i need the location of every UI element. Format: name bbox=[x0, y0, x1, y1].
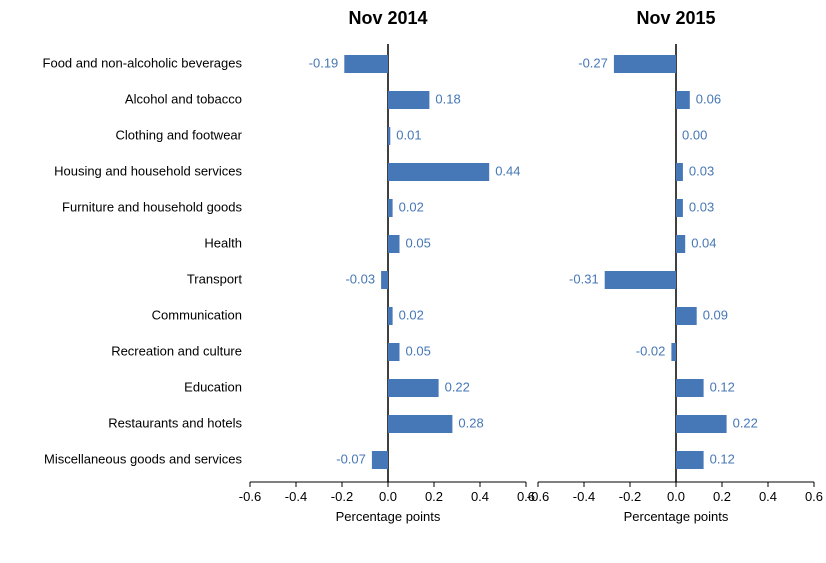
bar bbox=[676, 163, 683, 181]
category-label: Restaurants and hotels bbox=[108, 415, 242, 430]
category-label: Communication bbox=[152, 307, 242, 322]
bar bbox=[676, 91, 690, 109]
bar bbox=[388, 343, 400, 361]
category-label: Furniture and household goods bbox=[62, 199, 242, 214]
bar bbox=[388, 379, 439, 397]
bar-value-label: -0.03 bbox=[345, 271, 375, 286]
bar-value-label: 0.04 bbox=[691, 235, 716, 250]
x-tick-label: 0.6 bbox=[805, 489, 823, 504]
bar bbox=[671, 343, 676, 361]
bar bbox=[676, 415, 727, 433]
bar-value-label: 0.01 bbox=[396, 127, 421, 142]
bar-value-label: 0.02 bbox=[399, 199, 424, 214]
bar-value-label: 0.03 bbox=[689, 163, 714, 178]
panel-title: Nov 2014 bbox=[348, 8, 427, 28]
bar-value-label: 0.03 bbox=[689, 199, 714, 214]
category-label: Food and non-alcoholic beverages bbox=[43, 55, 243, 70]
bar bbox=[676, 379, 704, 397]
bar bbox=[388, 199, 393, 217]
x-tick-label: -0.4 bbox=[285, 489, 307, 504]
bar bbox=[605, 271, 676, 289]
bar-value-label: 0.06 bbox=[696, 91, 721, 106]
x-tick-label: 0.0 bbox=[379, 489, 397, 504]
x-tick-label: 0.0 bbox=[667, 489, 685, 504]
bar-value-label: 0.28 bbox=[458, 415, 483, 430]
bar bbox=[381, 271, 388, 289]
category-label: Housing and household services bbox=[54, 163, 242, 178]
chart-container: Food and non-alcoholic beverages Alcohol … bbox=[0, 0, 826, 563]
bar-value-label: 0.05 bbox=[406, 235, 431, 250]
bar bbox=[388, 163, 489, 181]
bar bbox=[372, 451, 388, 469]
panel-title: Nov 2015 bbox=[636, 8, 715, 28]
x-axis-label: Percentage points bbox=[624, 509, 729, 524]
x-tick-label: -0.2 bbox=[619, 489, 641, 504]
chart-svg: Food and non-alcoholic beverages Alcohol … bbox=[0, 0, 826, 563]
panel-0: Nov 2014-0.6-0.4-0.20.00.20.40.6Percenta… bbox=[239, 8, 535, 524]
x-axis-label: Percentage points bbox=[336, 509, 441, 524]
bar-value-label: 0.09 bbox=[703, 307, 728, 322]
bar bbox=[676, 451, 704, 469]
bar-value-label: 0.12 bbox=[710, 451, 735, 466]
bar-value-label: -0.02 bbox=[636, 343, 666, 358]
category-label: Miscellaneous goods and services bbox=[44, 451, 242, 466]
bar-value-label: 0.22 bbox=[733, 415, 758, 430]
bar-value-label: 0.02 bbox=[399, 307, 424, 322]
category-label: Health bbox=[204, 235, 242, 250]
category-label: Recreation and culture bbox=[111, 343, 242, 358]
x-tick-label: -0.6 bbox=[527, 489, 549, 504]
bar bbox=[388, 91, 429, 109]
bar bbox=[676, 199, 683, 217]
category-label: Clothing and footwear bbox=[116, 127, 243, 142]
bar bbox=[388, 307, 393, 325]
bar bbox=[676, 307, 697, 325]
x-tick-label: 0.4 bbox=[759, 489, 777, 504]
category-label: Alcohol and tobacco bbox=[125, 91, 242, 106]
x-tick-label: -0.2 bbox=[331, 489, 353, 504]
bar bbox=[388, 235, 400, 253]
category-label: Transport bbox=[187, 271, 243, 286]
bar-value-label: -0.07 bbox=[336, 451, 366, 466]
x-tick-label: -0.6 bbox=[239, 489, 261, 504]
x-tick-label: 0.2 bbox=[713, 489, 731, 504]
bar-value-label: -0.31 bbox=[569, 271, 599, 286]
bar-value-label: 0.22 bbox=[445, 379, 470, 394]
category-labels: Food and non-alcoholic beverages Alcohol … bbox=[43, 55, 243, 466]
bar-value-label: 0.00 bbox=[682, 127, 707, 142]
bar bbox=[344, 55, 388, 73]
x-tick-label: 0.2 bbox=[425, 489, 443, 504]
bar-value-label: -0.27 bbox=[578, 55, 608, 70]
bar bbox=[614, 55, 676, 73]
bar bbox=[388, 415, 452, 433]
bar bbox=[676, 235, 685, 253]
bar-value-label: 0.05 bbox=[406, 343, 431, 358]
bar-value-label: 0.44 bbox=[495, 163, 520, 178]
bar-value-label: 0.12 bbox=[710, 379, 735, 394]
bar-value-label: -0.19 bbox=[309, 55, 339, 70]
x-tick-label: 0.4 bbox=[471, 489, 489, 504]
bar-value-label: 0.18 bbox=[435, 91, 460, 106]
category-label: Education bbox=[184, 379, 242, 394]
x-tick-label: -0.4 bbox=[573, 489, 595, 504]
panel-1: Nov 2015 -0.6 -0.4 -0.2 0.0 0.2 0.4 0.6 Percenta… bbox=[527, 8, 823, 524]
bar bbox=[388, 127, 390, 145]
